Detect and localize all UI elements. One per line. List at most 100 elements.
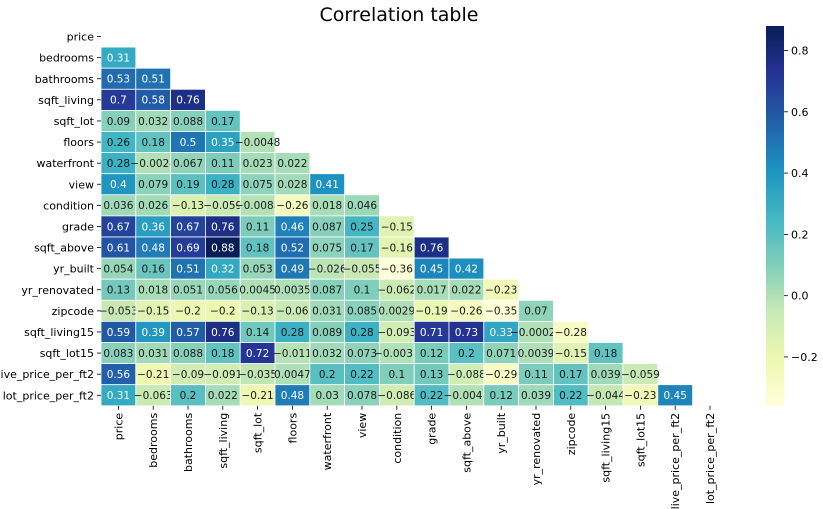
cell-value-label: 0.032: [312, 348, 342, 360]
cell-value-label: −0.035: [238, 369, 277, 381]
cell-value-label: −0.0031: [374, 348, 420, 360]
cell-value-label: 0.032: [138, 116, 168, 128]
cell-value-label: 0.61: [107, 242, 130, 254]
cell-value-label: 0.17: [350, 242, 373, 254]
colorbar-tick-label: 0.2: [791, 228, 809, 241]
cell-value-label: 0.073: [347, 348, 377, 360]
cell-value-label: 0.12: [420, 348, 443, 360]
cell-value-label: −0.2: [175, 306, 201, 318]
cell-value-label: 0.079: [138, 179, 168, 191]
cell-value-label: −0.23: [485, 285, 517, 297]
cell-value-label: 0.051: [173, 285, 203, 297]
cell-value-label: −0.011: [273, 348, 312, 360]
cell-value-label: 0.2: [319, 369, 336, 381]
cell-value-label: 0.28: [107, 158, 130, 170]
cell-value-label: 0.031: [312, 306, 342, 318]
cell-value-label: 0.45: [420, 263, 443, 275]
y-tick-label: lot_price_per_ft2: [3, 389, 94, 402]
y-tick-label: yr_built: [53, 263, 95, 276]
cell-value-label: 0.19: [176, 179, 199, 191]
cell-value-label: −0.19: [416, 306, 448, 318]
y-tick-label: sqft_lot15: [40, 347, 94, 360]
cell-value-label: 0.11: [524, 369, 547, 381]
cell-value-label: −0.044: [586, 390, 625, 402]
cell-value-label: −0.062: [377, 285, 416, 297]
x-tick-label: sqft_living15: [600, 413, 613, 483]
cell-value-label: 0.11: [246, 221, 269, 233]
x-tick-label: view: [356, 413, 369, 438]
cell-value-label: 0.022: [208, 390, 238, 402]
cell-value-label: 0.69: [176, 242, 199, 254]
x-tick-label: sqft_living: [217, 413, 230, 469]
cell-value-label: 0.026: [138, 200, 168, 212]
cell-value-label: 0.017: [417, 285, 447, 297]
cell-value-label: 0.71: [420, 327, 443, 339]
cell-value-label: −0.15: [381, 221, 413, 233]
cell-value-label: 0.26: [107, 137, 131, 149]
cell-value-label: 0.28: [350, 327, 373, 339]
cell-value-label: −0.026: [308, 263, 347, 275]
cell-value-label: 0.76: [211, 221, 235, 233]
cell-value-label: −0.29: [485, 369, 517, 381]
chart-title: Correlation table: [320, 4, 479, 26]
cell-value-label: −0.15: [555, 348, 587, 360]
cell-value-label: 0.088: [173, 116, 203, 128]
cell-value-label: 0.07: [524, 306, 547, 318]
cell-value-label: −0.055: [343, 263, 382, 275]
cell-value-label: 0.46: [281, 221, 305, 233]
x-tick-label: sqft_lot15: [634, 413, 647, 467]
cell-value-label: 0.59: [107, 327, 130, 339]
cell-value-label: 0.4: [110, 179, 127, 191]
colorbar-tick-label: −0.2: [791, 351, 818, 364]
cell-value-label: −0.13: [172, 200, 204, 212]
x-tick-label: grade: [426, 413, 439, 445]
cell-value-label: 0.083: [103, 348, 133, 360]
cell-value-label: 0.2: [180, 390, 197, 402]
cell-value-label: 0.12: [490, 390, 513, 402]
x-tick-label: yr_built: [495, 412, 508, 454]
cell-value-label: 0.022: [451, 285, 481, 297]
cell-value-label: 0.7: [110, 95, 127, 107]
cell-value-label: 0.35: [211, 137, 234, 149]
y-tick-label: sqft_lot: [54, 115, 95, 128]
colorbar-tick-label: 0.6: [791, 106, 809, 119]
cell-value-label: 0.078: [347, 390, 377, 402]
cell-value-label: 0.52: [281, 242, 304, 254]
cell-value-label: −0.2: [210, 306, 236, 318]
cell-value-label: 0.41: [316, 179, 339, 191]
cell-value-label: 0.57: [176, 327, 199, 339]
cell-value-label: −0.28: [555, 327, 587, 339]
cell-value-label: 0.73: [455, 327, 478, 339]
cell-value-label: 0.18: [594, 348, 617, 360]
cell-value-label: 0.32: [211, 263, 234, 275]
cell-value-label: −0.16: [381, 242, 413, 254]
cell-value-label: 0.56: [107, 369, 131, 381]
cell-value-label: 0.25: [350, 221, 373, 233]
cell-value-label: 0.76: [176, 95, 200, 107]
y-tick-label: price: [67, 31, 95, 44]
y-tick-labels: price bedrooms bathrooms sqft_living sqft_lo…: [0, 31, 101, 402]
cell-value-label: 0.085: [347, 306, 377, 318]
cell-value-label: −0.0088: [235, 200, 281, 212]
cell-value-label: 0.5: [180, 137, 197, 149]
cell-value-label: 0.58: [142, 95, 165, 107]
cell-value-label: 0.17: [211, 116, 234, 128]
cell-value-label: 0.054: [103, 263, 133, 275]
cell-value-label: 0.13: [107, 285, 130, 297]
cell-value-label: −0.091: [203, 369, 242, 381]
cell-value-label: 0.1: [388, 369, 405, 381]
cell-value-label: −0.36: [381, 263, 413, 275]
x-tick-label: bathrooms: [182, 413, 195, 472]
cell-value-label: 0.33: [490, 327, 513, 339]
cell-value-label: 0.028: [277, 179, 307, 191]
cell-value-label: 0.88: [211, 242, 234, 254]
cell-value-label: 0.22: [350, 369, 373, 381]
y-tick-label: zipcode: [52, 305, 95, 318]
cell-value-label: 0.18: [142, 137, 165, 149]
cell-value-label: −0.21: [242, 390, 274, 402]
cell-value-label: 0.087: [312, 285, 342, 297]
y-tick-label: yr_renovated: [21, 284, 94, 297]
cell-value-label: 0.51: [142, 74, 165, 86]
y-tick-label: sqft_above: [34, 242, 94, 255]
